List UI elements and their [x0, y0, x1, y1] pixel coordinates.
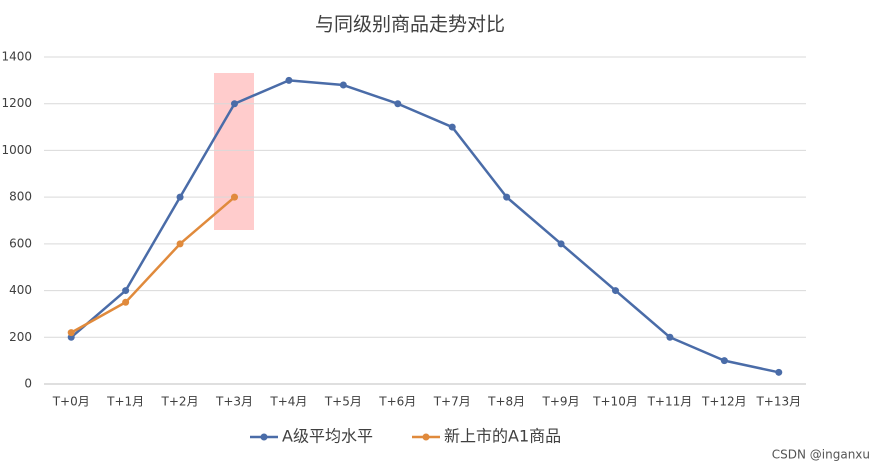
data-point	[666, 333, 674, 341]
data-point	[67, 329, 75, 337]
data-point	[448, 123, 456, 131]
x-tick-label: T+9月	[542, 395, 580, 409]
x-tick-label: T+2月	[161, 395, 199, 409]
series-line	[70, 196, 236, 334]
y-tick-label: 1400	[1, 50, 32, 64]
legend-marker	[422, 433, 430, 441]
y-tick-label: 400	[9, 283, 32, 297]
legend-label: 新上市的A1商品	[444, 427, 561, 446]
y-tick-label: 600	[9, 236, 32, 250]
chart-title: 与同级别商品走势对比	[315, 14, 505, 36]
x-tick-label: T+7月	[433, 395, 471, 409]
legend-marker	[260, 433, 268, 441]
x-tick-label: T+10月	[592, 395, 638, 409]
data-point	[176, 240, 184, 248]
watermark: CSDN @inganxu	[772, 448, 870, 462]
data-point	[503, 193, 511, 201]
x-tick-label: T+13月	[755, 395, 801, 409]
series-line	[70, 79, 780, 374]
data-point	[775, 368, 783, 376]
data-point	[720, 357, 728, 365]
y-tick-label: 1200	[1, 96, 32, 110]
legend-label: A级平均水平	[282, 427, 373, 446]
x-tick-label: T+8月	[487, 395, 525, 409]
data-point	[122, 298, 130, 306]
y-tick-label: 1000	[1, 143, 32, 157]
y-tick-label: 200	[9, 330, 32, 344]
data-point	[176, 193, 184, 201]
x-tick-label: T+6月	[378, 395, 416, 409]
data-point	[557, 240, 565, 248]
x-tick-label: T+11月	[647, 395, 693, 409]
x-tick-label: T+5月	[324, 395, 362, 409]
data-point	[612, 287, 619, 295]
data-point	[285, 76, 293, 84]
data-point	[122, 287, 130, 295]
data-point	[231, 100, 238, 108]
y-tick-label: 800	[9, 190, 32, 204]
x-tick-label: T+1月	[106, 395, 144, 409]
x-tick-label: T+0月	[52, 395, 90, 409]
data-point	[231, 193, 238, 201]
data-point	[394, 100, 402, 108]
x-tick-label: T+3月	[215, 395, 253, 409]
y-tick-label: 0	[24, 377, 32, 391]
data-point	[339, 81, 347, 89]
x-tick-label: T+12月	[701, 395, 747, 409]
highlight	[214, 73, 254, 230]
x-tick-label: T+4月	[269, 395, 307, 409]
